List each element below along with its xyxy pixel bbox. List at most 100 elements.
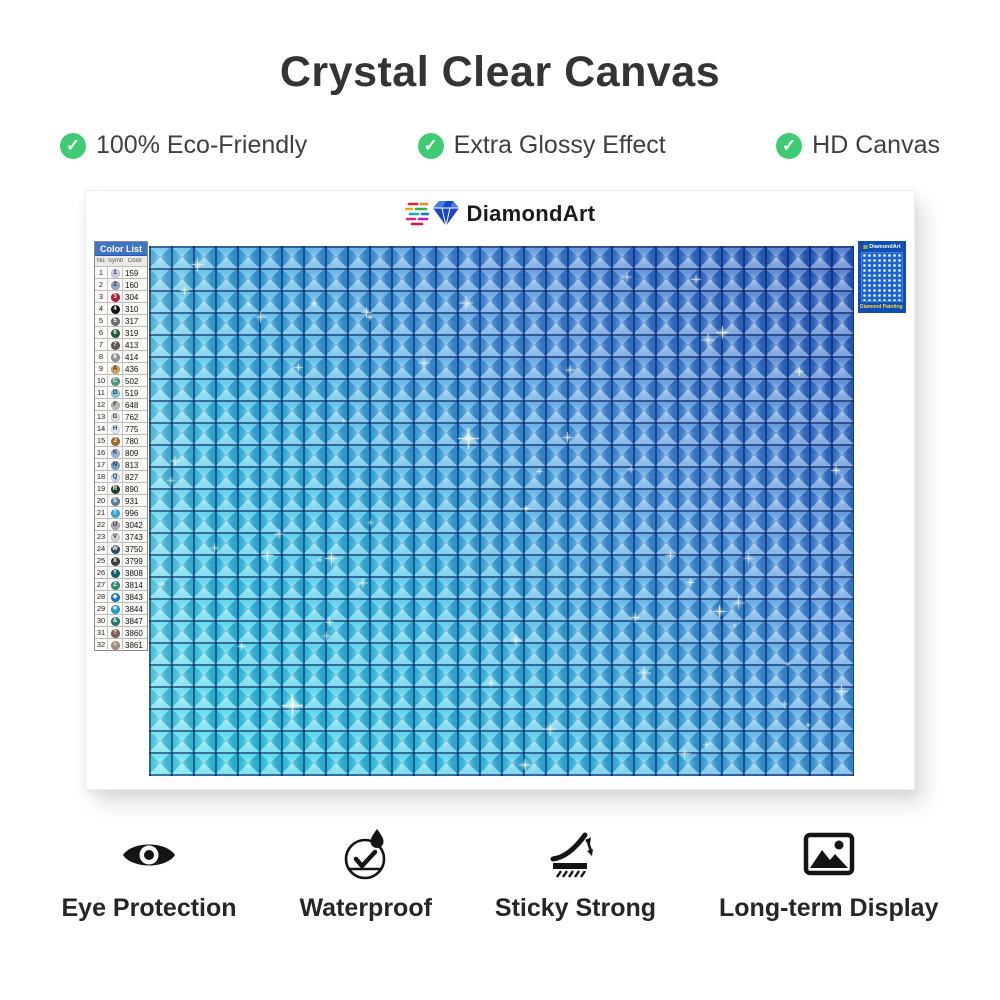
- color-row: 16 K 809: [95, 446, 147, 459]
- color-row: 6 6 319: [95, 326, 147, 339]
- color-row: 18 Q 827: [95, 470, 147, 483]
- sparkle: [715, 325, 730, 340]
- sparkle: [543, 722, 557, 736]
- sparkle: [260, 548, 274, 562]
- sparkle: [835, 685, 849, 699]
- sparkle: [324, 551, 338, 565]
- sparkle: [281, 694, 304, 716]
- color-row: 4 4 310: [95, 302, 147, 315]
- sparkle: [360, 307, 372, 319]
- thumbnail-caption: Diamond Painting Set: [860, 304, 904, 310]
- sparkle: [686, 577, 696, 587]
- benefit-label: Long-term Display: [719, 894, 939, 922]
- color-row: 17 N 813: [95, 458, 147, 471]
- sparkle: [340, 417, 346, 424]
- symbol-swatch: 4: [110, 304, 120, 314]
- feature-eco-friendly: ✓ 100% Eco-Friendly: [60, 131, 307, 160]
- brand-name: DiamondArt: [466, 201, 596, 226]
- symbol-swatch: F: [110, 400, 120, 410]
- sparkle: [321, 630, 332, 642]
- sparkle: [293, 363, 304, 373]
- feature-label: 100% Eco-Friendly: [96, 131, 308, 159]
- column-symbol: Symbol: [108, 258, 123, 264]
- waterproof-icon: [340, 826, 392, 884]
- symbol-swatch: ◆: [110, 592, 120, 602]
- sparkle: [665, 549, 677, 561]
- symbol-swatch: R: [110, 484, 120, 494]
- column-no: No.: [96, 258, 107, 264]
- color-row: 28 ◆ 3843: [95, 590, 147, 603]
- sparkle: [170, 455, 181, 466]
- sparkle: [367, 518, 374, 526]
- color-row: 26 Y 3808: [95, 566, 147, 579]
- sparkle: [732, 596, 745, 610]
- color-row: 22 U 3042: [95, 518, 147, 531]
- symbol-swatch: Q: [110, 472, 120, 482]
- sparkle: [637, 666, 652, 681]
- sparkle: [702, 740, 711, 749]
- symbol-swatch: X: [110, 556, 120, 566]
- benefit-longterm-display: Long-term Display: [719, 826, 939, 923]
- sparkle: [621, 271, 632, 282]
- sparkle: [690, 274, 702, 285]
- symbol-swatch: U: [110, 520, 120, 530]
- check-icon: ✓: [417, 132, 444, 159]
- symbol-swatch: ?: [110, 628, 120, 638]
- symbol-swatch: =: [110, 640, 120, 650]
- feature-label: Extra Glossy Effect: [453, 131, 666, 159]
- benefit-row: Eye Protection Waterproof: [0, 826, 1000, 923]
- color-row: 11 D 519: [95, 386, 147, 399]
- symbol-swatch: 7: [110, 340, 120, 350]
- color-row: 7 7 413: [95, 338, 147, 351]
- sparkle: [509, 634, 522, 646]
- symbol-swatch: Z: [110, 580, 120, 590]
- sparkle: [358, 578, 369, 589]
- symbol-swatch: 2: [110, 280, 120, 290]
- symbol-swatch: &: [110, 616, 120, 626]
- color-row: 5 5 317: [95, 314, 147, 327]
- eye-icon: [120, 826, 178, 884]
- sparkle: [324, 617, 334, 627]
- sparkle: [830, 465, 842, 477]
- sparkle: [273, 529, 284, 540]
- color-list-rows: 1 1 159 2 2 160 3 3 304 4 4 310 5 5 317 6 6 319 7 7 413 8 8 414…: [95, 266, 147, 651]
- color-row: 8 8 414: [95, 350, 147, 363]
- color-row: 29 ✳ 3844: [95, 602, 147, 615]
- sparkle: [157, 579, 167, 589]
- mini-logo-icon: [863, 244, 869, 249]
- symbol-swatch: A: [110, 364, 120, 374]
- color-row: 12 F 648: [95, 398, 147, 411]
- color-row: 27 Z 3814: [95, 578, 147, 591]
- sparkle: [700, 332, 715, 347]
- sticky-strong-icon: [549, 826, 601, 884]
- sparkle: [190, 257, 204, 271]
- feature-glossy-effect: ✓ Extra Glossy Effect: [417, 131, 666, 160]
- sparkle: [365, 312, 374, 321]
- sparkle: [712, 605, 726, 618]
- sparkle: [310, 299, 318, 307]
- benefit-label: Eye Protection: [61, 894, 237, 922]
- feature-label: HD Canvas: [812, 131, 940, 159]
- sparkle: [180, 285, 190, 295]
- color-row: 14 H 775: [95, 422, 147, 435]
- sparkle: [784, 660, 791, 667]
- feature-bullets: ✓ 100% Eco-Friendly ✓ Extra Glossy Effec…: [0, 131, 1000, 160]
- symbol-swatch: 3: [110, 292, 120, 302]
- check-icon: ✓: [60, 132, 86, 159]
- symbol-swatch: G: [110, 412, 120, 422]
- symbol-swatch: 1: [110, 268, 120, 278]
- symbol-swatch: 8: [110, 352, 120, 362]
- sparkle: [804, 722, 811, 729]
- color-row: 20 S 931: [95, 494, 147, 507]
- sparkle: [780, 700, 789, 708]
- benefit-eye-protection: Eye Protection: [61, 826, 237, 923]
- color-row: 21 T 996: [95, 506, 147, 519]
- sparkle: [458, 427, 480, 449]
- symbol-swatch: N: [110, 460, 120, 470]
- color-row: 32 = 3861: [95, 638, 147, 651]
- color-list-table: Color List No. Symbol Color 111592216033…: [94, 241, 148, 651]
- benefit-sticky-strong: Sticky Strong: [495, 826, 656, 923]
- color-list-header: No. Symbol Color: [95, 256, 147, 266]
- symbol-swatch: H: [110, 424, 120, 434]
- sparkle: [209, 543, 220, 553]
